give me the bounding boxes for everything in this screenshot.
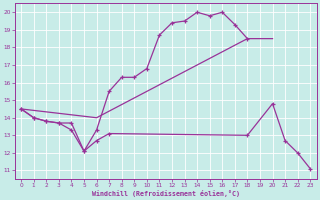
- X-axis label: Windchill (Refroidissement éolien,°C): Windchill (Refroidissement éolien,°C): [92, 190, 240, 197]
